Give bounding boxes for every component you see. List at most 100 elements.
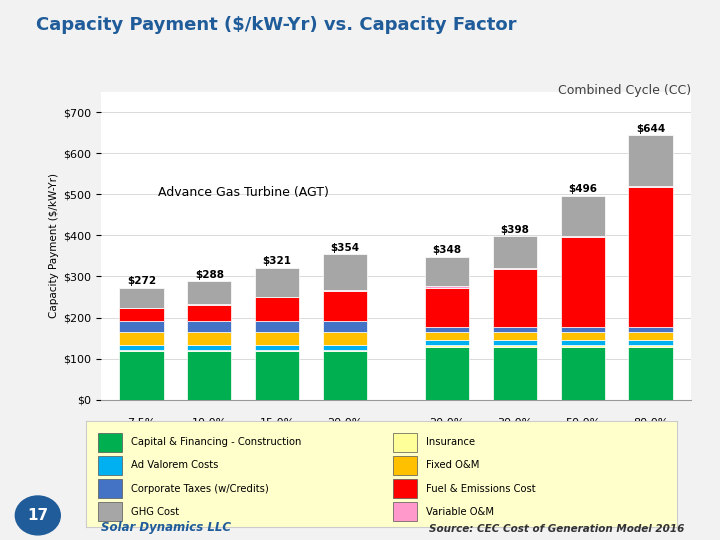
Bar — [120, 351, 163, 400]
Bar — [425, 327, 469, 332]
Bar — [425, 286, 469, 288]
Text: Fixed O&M: Fixed O&M — [426, 461, 480, 470]
Bar — [425, 288, 469, 327]
Text: $644: $644 — [636, 124, 665, 134]
Text: Ad Valorem Costs: Ad Valorem Costs — [130, 461, 218, 470]
Text: 10.0%: 10.0% — [192, 418, 227, 428]
Bar — [120, 332, 163, 346]
Bar — [187, 349, 231, 351]
FancyBboxPatch shape — [98, 456, 122, 475]
Bar — [255, 346, 300, 349]
Bar — [492, 345, 537, 347]
Text: AGT: AGT — [334, 440, 356, 450]
Text: Fuel & Emissions Cost: Fuel & Emissions Cost — [426, 484, 536, 494]
Circle shape — [15, 496, 60, 535]
Bar — [255, 349, 300, 351]
Text: $288: $288 — [195, 270, 224, 280]
Bar — [629, 327, 672, 332]
Bar — [492, 347, 537, 400]
Text: $398: $398 — [500, 225, 529, 234]
Bar — [255, 268, 300, 296]
Text: $321: $321 — [263, 256, 292, 266]
Bar — [629, 186, 672, 187]
Text: Source: CEC Cost of Generation Model 2016: Source: CEC Cost of Generation Model 201… — [428, 523, 684, 534]
Bar — [492, 327, 537, 332]
FancyBboxPatch shape — [393, 479, 417, 498]
Bar — [561, 347, 605, 400]
Bar — [629, 345, 672, 347]
Bar — [323, 346, 367, 349]
Bar — [561, 340, 605, 345]
Text: Combined Cycle (CC): Combined Cycle (CC) — [558, 84, 691, 97]
Text: Solar Dynamics LLC: Solar Dynamics LLC — [101, 521, 231, 534]
Bar — [561, 345, 605, 347]
Text: 7.5%: 7.5% — [127, 418, 156, 428]
Bar — [255, 298, 300, 321]
Text: Capacity Payment ($/kW-Yr) vs. Capacity Factor: Capacity Payment ($/kW-Yr) vs. Capacity … — [36, 16, 516, 34]
Bar — [187, 332, 231, 346]
Text: Corporate Taxes (w/Credits): Corporate Taxes (w/Credits) — [130, 484, 269, 494]
Bar — [187, 346, 231, 349]
Bar — [255, 296, 300, 298]
Bar — [561, 236, 605, 237]
Bar — [492, 268, 537, 269]
Text: CC: CC — [507, 440, 523, 450]
Bar — [425, 257, 469, 286]
Bar — [323, 321, 367, 332]
Text: CC: CC — [575, 440, 590, 450]
FancyBboxPatch shape — [98, 502, 122, 521]
Text: Variable O&M: Variable O&M — [426, 507, 494, 517]
Bar — [425, 347, 469, 400]
Bar — [629, 347, 672, 400]
Bar — [629, 332, 672, 340]
Text: CC: CC — [643, 440, 658, 450]
Bar — [120, 321, 163, 332]
Text: Insurance: Insurance — [426, 437, 475, 447]
Bar — [120, 349, 163, 351]
Bar — [425, 340, 469, 345]
Bar — [629, 187, 672, 327]
FancyBboxPatch shape — [98, 433, 122, 452]
Text: $272: $272 — [127, 276, 156, 286]
Bar — [492, 237, 537, 268]
Bar — [187, 321, 231, 332]
Bar — [323, 332, 367, 346]
Text: CC: CC — [439, 440, 454, 450]
FancyBboxPatch shape — [393, 456, 417, 475]
Bar — [323, 349, 367, 351]
FancyBboxPatch shape — [393, 433, 417, 452]
Bar — [425, 345, 469, 347]
Bar — [561, 332, 605, 340]
Bar — [255, 351, 300, 400]
Text: GHG Cost: GHG Cost — [130, 507, 179, 517]
Text: Advance Gas Turbine (AGT): Advance Gas Turbine (AGT) — [158, 186, 329, 199]
Bar — [425, 332, 469, 340]
Bar — [120, 288, 163, 308]
Text: 80.0%: 80.0% — [633, 418, 668, 428]
Bar — [561, 237, 605, 327]
Bar — [629, 136, 672, 186]
Text: 30.0%: 30.0% — [497, 418, 532, 428]
Bar — [323, 254, 367, 291]
Text: 20.0%: 20.0% — [328, 418, 363, 428]
Bar — [187, 351, 231, 400]
Bar — [492, 340, 537, 345]
Text: AGT: AGT — [198, 440, 220, 450]
Text: 17: 17 — [27, 508, 48, 523]
Y-axis label: Capacity Payment ($/kW-Yr): Capacity Payment ($/kW-Yr) — [49, 173, 59, 318]
Bar — [255, 321, 300, 332]
Bar — [629, 340, 672, 345]
Bar — [323, 291, 367, 321]
Bar — [492, 332, 537, 340]
Bar — [492, 269, 537, 327]
Text: 50.0%: 50.0% — [565, 418, 600, 428]
Text: AGT: AGT — [266, 440, 289, 450]
Text: $496: $496 — [568, 184, 597, 194]
Bar — [323, 351, 367, 400]
Text: $348: $348 — [432, 245, 462, 255]
Text: 15.0%: 15.0% — [260, 418, 295, 428]
Text: Capital & Financing - Construction: Capital & Financing - Construction — [130, 437, 301, 447]
FancyBboxPatch shape — [393, 502, 417, 521]
Bar — [255, 332, 300, 346]
Text: $354: $354 — [330, 242, 360, 253]
